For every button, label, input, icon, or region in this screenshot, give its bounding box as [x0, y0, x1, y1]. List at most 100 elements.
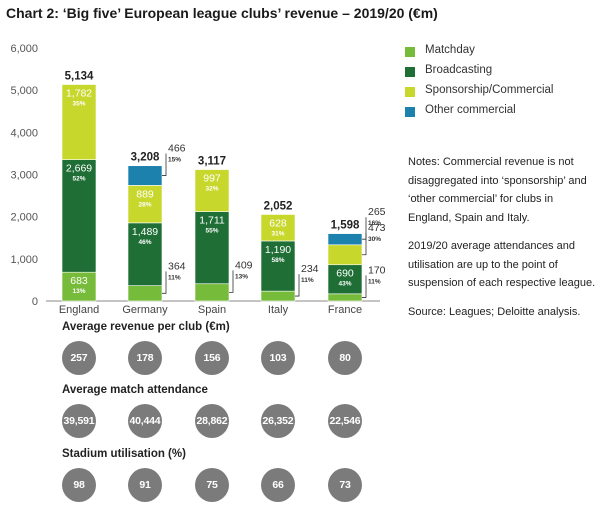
- segment-pct-label: 32%: [205, 186, 218, 193]
- legend-label: Broadcasting: [425, 64, 493, 76]
- segment-value-label: 466: [168, 143, 186, 155]
- segment-value-label: 234: [301, 263, 319, 275]
- y-tick-label: 2,000: [10, 212, 38, 224]
- legend-swatch-broadcasting: [405, 67, 415, 77]
- stat-circle: 40,444: [128, 404, 162, 438]
- bar-total-label: 3,117: [198, 156, 226, 168]
- notes-attendance: 2019/20 average attendances and utilisat…: [408, 240, 596, 289]
- chart-title: Chart 2: ‘Big five’ European league club…: [6, 5, 438, 21]
- stat-circle: 257: [62, 341, 96, 375]
- bar-segment: [194, 283, 230, 302]
- bar-segment: [327, 244, 363, 266]
- segment-value-label: 2,669: [66, 163, 92, 175]
- segment-value-label: 683: [70, 275, 88, 287]
- segment-value-label: 364: [168, 260, 186, 272]
- bar-segment: [327, 264, 363, 295]
- bar-segment: [127, 185, 163, 224]
- callout-line: [362, 275, 367, 298]
- bar-segment: [127, 165, 163, 186]
- legend-swatch-sponsorship: [405, 87, 415, 97]
- segment-pct-label: 28%: [138, 201, 151, 208]
- callout-line: [295, 274, 300, 297]
- bar-total-label: 3,208: [131, 152, 160, 164]
- y-tick-label: 4,000: [10, 127, 38, 139]
- segment-value-label: 473: [368, 222, 386, 234]
- bar-segment: [260, 240, 296, 292]
- legend-label: Other commercial: [425, 104, 516, 116]
- legend-swatch-other-commercial: [405, 107, 415, 117]
- segment-value-label: 889: [136, 188, 154, 200]
- stat-circle: 22,546: [328, 404, 362, 438]
- stat-circle: 66: [261, 468, 295, 502]
- segment-value-label: 170: [368, 264, 386, 276]
- legend-label: Matchday: [425, 44, 475, 56]
- data-labels: 68313%2,66952%1,78235%5,13436411%1,48946…: [65, 71, 386, 298]
- callout-line: [362, 232, 367, 256]
- segment-value-label: 1,190: [265, 244, 291, 256]
- bar-segment: [260, 214, 296, 242]
- bar-total-label: 1,598: [331, 220, 360, 232]
- stat-circle: 91: [128, 468, 162, 502]
- bar-segment: [194, 169, 230, 212]
- stat-circle: 178: [128, 341, 162, 375]
- bar-segment: [260, 290, 296, 302]
- bar-segment: [327, 293, 363, 302]
- stat-circle: 28,862: [195, 404, 229, 438]
- notes-commercial: Notes: Commercial revenue is not disaggr…: [408, 156, 587, 224]
- segment-pct-label: 46%: [138, 239, 151, 246]
- bars: [61, 84, 363, 302]
- bar-segment: [194, 211, 230, 285]
- segment-pct-label: 13%: [235, 273, 248, 280]
- segment-value-label: 690: [336, 268, 354, 280]
- y-tick-label: 0: [32, 296, 38, 308]
- bar-segment: [61, 159, 97, 273]
- bar-segment: [61, 84, 97, 160]
- y-tick-label: 6,000: [10, 43, 38, 55]
- segment-pct-label: 11%: [168, 274, 181, 281]
- x-tick-label: Spain: [198, 304, 226, 316]
- legend-swatch-matchday: [405, 47, 415, 57]
- callout-line: [229, 270, 234, 293]
- stat-circle: 156: [195, 341, 229, 375]
- bar-segment: [327, 233, 363, 246]
- stat-title-utilisation: Stadium utilisation (%): [62, 448, 186, 460]
- segment-pct-label: 55%: [205, 228, 218, 235]
- segment-pct-label: 35%: [72, 101, 85, 108]
- stat-circle: 98: [62, 468, 96, 502]
- x-tick-label: Germany: [122, 304, 168, 316]
- segment-pct-label: 52%: [72, 176, 85, 183]
- stat-circle: 80: [328, 341, 362, 375]
- stat-circle: 103: [261, 341, 295, 375]
- segment-pct-label: 30%: [368, 236, 381, 243]
- bar-segment: [61, 271, 97, 302]
- bar-total-label: 5,134: [65, 71, 94, 83]
- stat-circle: 73: [328, 468, 362, 502]
- y-tick-label: 5,000: [10, 85, 38, 97]
- segment-pct-label: 11%: [301, 277, 314, 284]
- segment-value-label: 265: [368, 206, 386, 218]
- x-tick-label: France: [328, 304, 362, 316]
- segment-value-label: 1,782: [66, 88, 92, 100]
- segment-value-label: 997: [203, 173, 221, 185]
- callout-line: [362, 217, 367, 240]
- segment-pct-label: 13%: [72, 288, 85, 295]
- segment-pct-label: 16%: [368, 220, 381, 227]
- segment-pct-label: 11%: [368, 278, 381, 285]
- bar-segment: [127, 222, 163, 286]
- segment-pct-label: 58%: [271, 257, 284, 264]
- notes-source: Source: Leagues; Deloitte analysis.: [408, 305, 581, 318]
- stat-circle: 39,591: [62, 404, 96, 438]
- stat-circle: 75: [195, 468, 229, 502]
- segment-pct-label: 15%: [168, 157, 181, 164]
- callout-line: [162, 271, 167, 294]
- y-tick-label: 1,000: [10, 254, 38, 266]
- bar-segment: [127, 285, 163, 302]
- segment-value-label: 1,489: [132, 226, 158, 238]
- segment-value-label: 1,711: [199, 215, 225, 227]
- stat-title-attendance: Average match attendance: [62, 384, 208, 396]
- callout-line: [162, 153, 167, 176]
- y-tick-label: 3,000: [10, 170, 38, 182]
- segment-pct-label: 43%: [338, 281, 351, 288]
- legend-label: Sponsorship/Commercial: [425, 84, 554, 96]
- x-tick-label: England: [59, 304, 99, 316]
